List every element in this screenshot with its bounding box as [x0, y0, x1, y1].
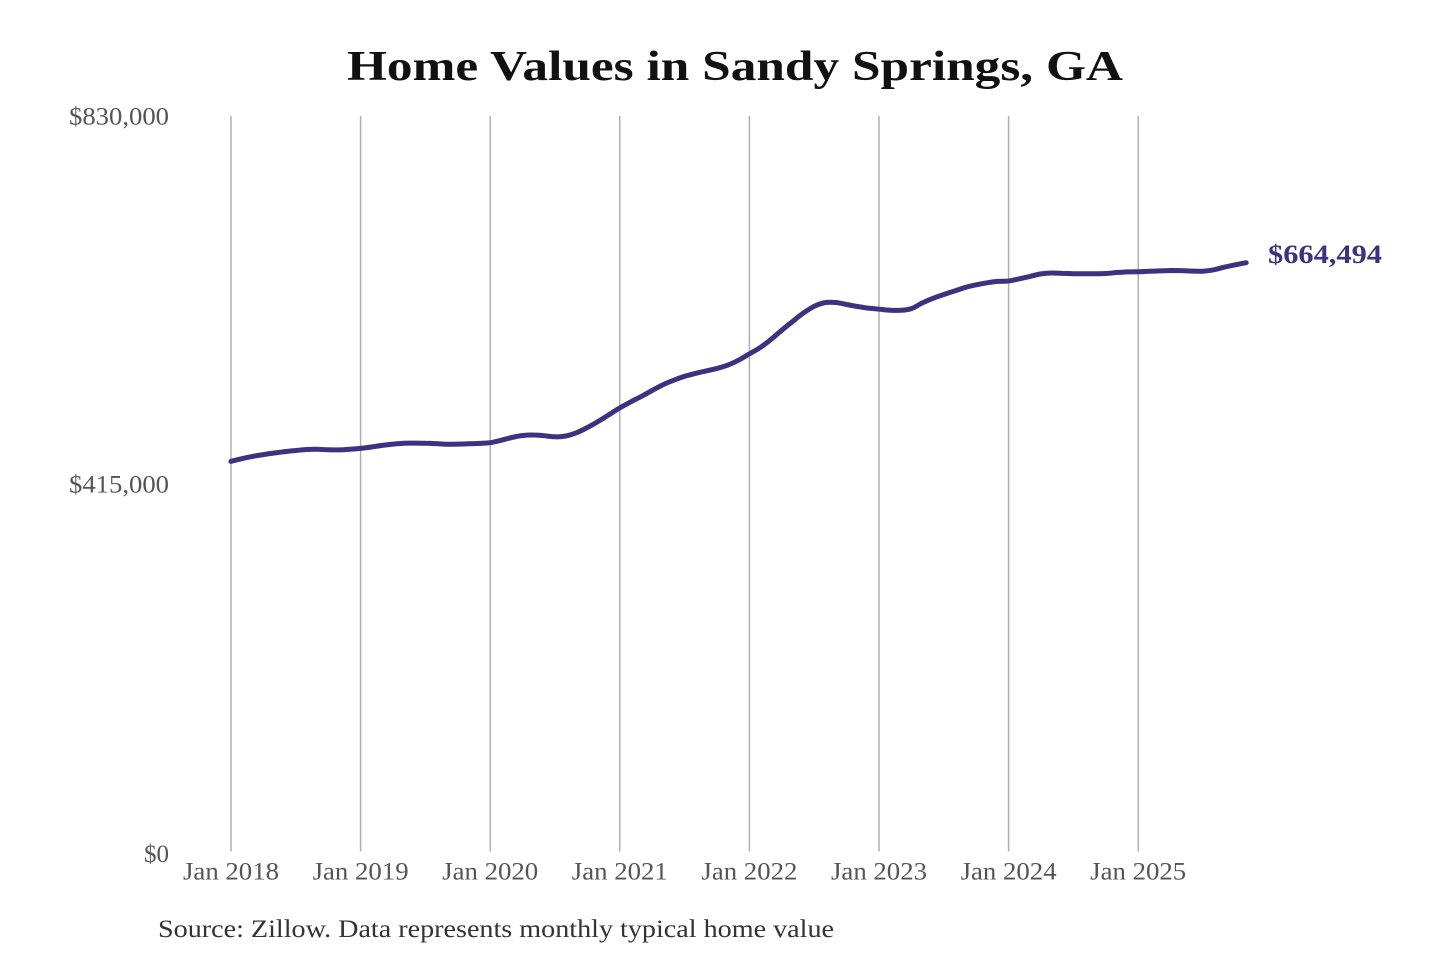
svg-text:Source: Zillow. Data represent: Source: Zillow. Data represents monthly … [158, 916, 834, 943]
svg-text:$830,000: $830,000 [69, 104, 169, 131]
svg-text:Jan 2022: Jan 2022 [701, 859, 797, 886]
svg-text:$664,494: $664,494 [1268, 240, 1382, 269]
svg-text:Jan 2018: Jan 2018 [183, 859, 279, 886]
svg-text:$415,000: $415,000 [69, 472, 169, 499]
svg-text:Jan 2025: Jan 2025 [1090, 859, 1186, 886]
svg-text:Home Values in Sandy Springs,: Home Values in Sandy Springs, GA [347, 44, 1124, 90]
svg-text:$0: $0 [144, 841, 169, 868]
svg-text:Jan 2020: Jan 2020 [442, 859, 538, 886]
svg-text:Jan 2021: Jan 2021 [572, 859, 668, 886]
svg-text:Jan 2019: Jan 2019 [313, 859, 409, 886]
svg-text:Jan 2023: Jan 2023 [831, 859, 927, 886]
svg-text:Jan 2024: Jan 2024 [961, 859, 1058, 886]
